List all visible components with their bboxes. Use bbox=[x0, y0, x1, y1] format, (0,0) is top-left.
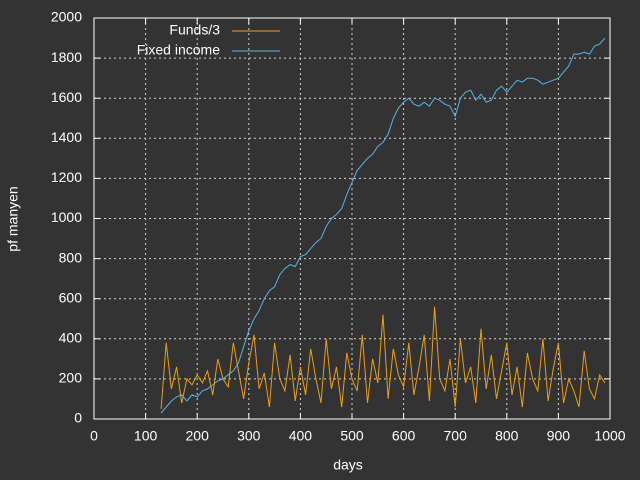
x-tick-label: 900 bbox=[547, 428, 571, 444]
series-line bbox=[160, 306, 606, 410]
x-tick-label: 200 bbox=[186, 428, 210, 444]
y-tick-label: 0 bbox=[74, 410, 82, 426]
x-axis-label: days bbox=[333, 457, 363, 473]
legend-label: Fixed income bbox=[137, 42, 220, 58]
y-tick-label: 2000 bbox=[51, 9, 82, 25]
x-tick-label: 400 bbox=[289, 428, 313, 444]
x-tick-label: 0 bbox=[90, 428, 98, 444]
y-axis-label: pf manyen bbox=[5, 186, 21, 251]
y-tick-label: 1000 bbox=[51, 209, 82, 225]
y-tick-label: 1200 bbox=[51, 169, 82, 185]
y-tick-label: 1800 bbox=[51, 49, 82, 65]
plot-border bbox=[93, 17, 611, 420]
series-line bbox=[160, 37, 606, 414]
y-tick-label: 1400 bbox=[51, 129, 82, 145]
y-tick-label: 200 bbox=[59, 370, 83, 386]
x-tick-label: 600 bbox=[392, 428, 416, 444]
x-tick-label: 500 bbox=[340, 428, 364, 444]
x-tick-label: 300 bbox=[237, 428, 261, 444]
y-tick-label: 800 bbox=[59, 249, 83, 265]
y-tick-label: 600 bbox=[59, 289, 83, 305]
y-tick-label: 400 bbox=[59, 330, 83, 346]
y-tick-label: 1600 bbox=[51, 89, 82, 105]
x-tick-label: 800 bbox=[495, 428, 519, 444]
legend-label: Funds/3 bbox=[169, 22, 220, 38]
x-tick-label: 1000 bbox=[594, 428, 625, 444]
x-tick-label: 700 bbox=[444, 428, 468, 444]
x-tick-label: 100 bbox=[134, 428, 158, 444]
